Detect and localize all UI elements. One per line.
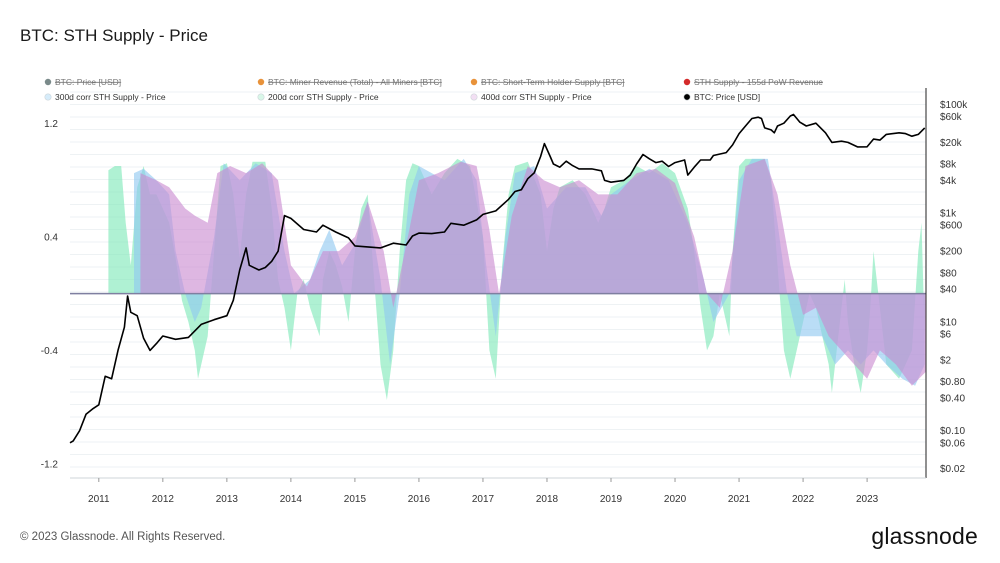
legend-marker[interactable] [257,78,265,86]
copyright-text: © 2023 Glassnode. All Rights Reserved. [20,531,226,543]
legend-item-label[interactable]: BTC: Miner Revenue (Total) - All Miners … [268,77,442,87]
price-line [69,113,926,444]
legend-marker[interactable] [257,93,265,101]
brand-logo: glassnode [871,523,978,549]
y-right-tick-label: $4k [940,176,957,187]
x-tick-label: 2021 [728,494,751,505]
legend-marker[interactable] [683,78,691,86]
x-tick-label: 2019 [600,494,623,505]
legend-marker[interactable] [470,78,478,86]
y-right-tick-label: $0.80 [940,377,965,388]
x-tick-label: 2018 [536,494,559,505]
legend-item-label[interactable]: STH Supply - 155d PoW Revenue [694,77,823,87]
y-right-tick-label: $10 [940,317,957,328]
y-left-tick-label: 1.2 [44,119,58,130]
chart-title: BTC: STH Supply - Price [20,26,208,45]
y-right-tick-label: $40 [940,285,957,296]
y-right-tick-label: $2 [940,355,952,366]
y-right-tick-label: $0.10 [940,426,965,437]
price-layer [69,113,926,444]
y-right-tick-label: $100k [940,100,968,111]
legend-marker[interactable] [44,78,52,86]
legend-item-label[interactable]: BTC: Short-Term Holder Supply [BTC] [481,77,625,87]
y-right-tick-label: $1k [940,209,957,220]
y-right-tick-label: $60k [940,112,963,123]
legend-item-label[interactable]: BTC: Price [USD] [694,92,760,102]
legend-item-label[interactable]: BTC: Price [USD] [55,77,121,87]
y-right-tick-label: $0.02 [940,464,965,475]
y-right-tick-label: $8k [940,160,957,171]
x-tick-label: 2020 [664,494,687,505]
x-tick-label: 2015 [344,494,367,505]
y-right-tick-label: $600 [940,221,963,232]
legend-marker[interactable] [44,93,52,101]
y-left-tick-label: -0.4 [41,346,59,357]
x-tick-label: 2023 [856,494,879,505]
y-right-tick-label: $0.06 [940,438,965,449]
x-tick-label: 2012 [152,494,175,505]
legend-item-label[interactable]: 200d corr STH Supply - Price [268,92,379,102]
y-right-tick-label: $200 [940,247,963,258]
legend-item-label[interactable]: 300d corr STH Supply - Price [55,92,166,102]
y-right-tick-label: $80 [940,268,957,279]
axes: 1.2 0.4 -0.4 -1.2 $100k$60k $20k $8k $4k $1k$600… [41,88,968,505]
x-tick-label: 2016 [408,494,431,505]
legend-marker[interactable] [470,93,478,101]
legend-item-label[interactable]: 400d corr STH Supply - Price [481,92,592,102]
area-400d [140,158,926,386]
correlation-areas [70,158,926,400]
y-left-tick-label: -1.2 [41,459,59,470]
y-right-tick-label: $0.40 [940,393,965,404]
x-tick-label: 2013 [216,494,239,505]
legend-marker[interactable] [683,93,691,101]
y-right-tick-label: $6 [940,329,952,340]
x-tick-label: 2014 [280,494,303,505]
x-tick-label: 2011 [88,494,110,505]
y-left-tick-label: 0.4 [44,232,58,243]
legend[interactable]: BTC: Price [USD] BTC: Miner Revenue (Tota… [44,77,823,102]
x-tick-label: 2022 [792,494,815,505]
y-right-tick-label: $20k [940,138,963,149]
x-tick-label: 2017 [472,494,495,505]
